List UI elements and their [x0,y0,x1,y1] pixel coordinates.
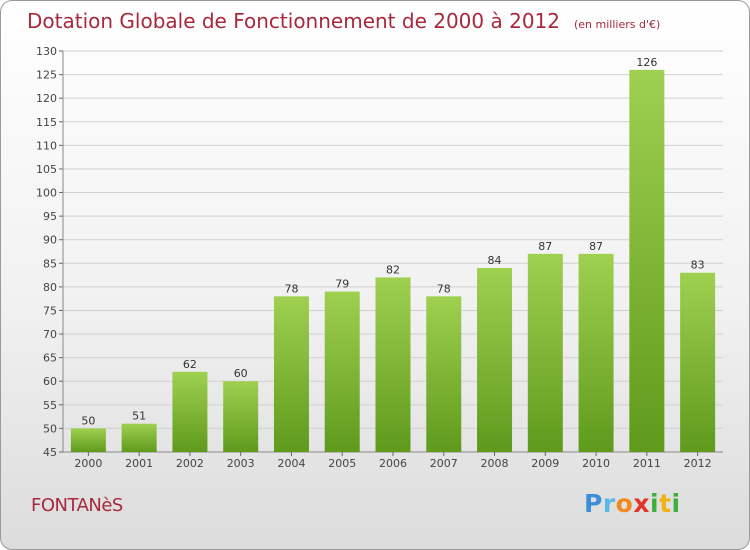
logo-letter: x [633,489,650,518]
data-label: 82 [386,263,400,276]
logo-letter: i [671,489,681,518]
bar [324,291,360,452]
y-tick-label: 70 [43,328,57,341]
chart-title: Dotation Globale de Fonctionnement de 20… [27,9,660,33]
bar [629,69,665,452]
data-label: 79 [335,278,349,291]
y-tick-label: 105 [36,163,57,176]
y-tick-label: 65 [43,352,57,365]
y-tick-label: 75 [43,304,57,317]
y-tick-label: 110 [36,139,57,152]
proxiti-logo: P r o x i t i [584,489,681,518]
chart-subtitle: (en milliers d'€) [574,18,661,31]
bar [477,268,513,452]
y-tick-label: 115 [36,116,57,129]
x-tick-label: 2004 [277,457,305,470]
x-tick-label: 2001 [125,457,153,470]
x-tick-label: 2012 [684,457,712,470]
y-tick-label: 90 [43,234,57,247]
data-label: 126 [636,56,657,69]
y-tick-label: 50 [43,422,57,435]
commune-name: FONTANèS [31,495,123,516]
y-tick-label: 80 [43,281,57,294]
bar [578,253,614,452]
data-label: 62 [183,358,197,371]
x-tick-label: 2003 [227,457,255,470]
y-tick-label: 85 [43,257,57,270]
x-tick-label: 2000 [74,457,102,470]
x-tick-label: 2007 [430,457,458,470]
y-tick-label: 100 [36,187,57,200]
bar [223,381,259,452]
data-label: 83 [691,259,705,272]
bar [172,371,208,452]
data-label: 84 [488,254,502,267]
x-tick-label: 2002 [176,457,204,470]
x-tick-label: 2005 [328,457,356,470]
data-label: 87 [538,240,552,253]
bar [426,296,462,452]
bar [527,253,563,452]
logo-letter: P [584,489,603,518]
bar [680,272,716,452]
bar-chart: 45 50 55 60 65 70 75 80 85 90 95 100 105 110 115 120 125… [36,45,723,470]
logo-letter: t [659,489,672,518]
x-tick-label: 2006 [379,457,407,470]
y-tick-label: 95 [43,210,57,223]
data-label: 51 [132,410,146,423]
x-axis: 2000 2001 2002 2003 2004 2005 2006 2007 2008 2009… [74,452,712,470]
data-label: 78 [284,282,298,295]
bar [375,277,411,452]
value-labels: 50 51 62 60 78 79 82 78 84 87 87 126 83 [81,56,704,428]
y-tick-label: 120 [36,92,57,105]
bar [273,296,309,452]
bars [70,69,716,452]
x-tick-label: 2011 [633,457,661,470]
x-tick-label: 2009 [531,457,559,470]
bar [121,423,157,452]
y-tick-label: 45 [43,446,57,459]
x-tick-label: 2008 [481,457,509,470]
x-tick-label: 2010 [582,457,610,470]
logo-letter: r [602,489,616,518]
data-label: 87 [589,240,603,253]
data-label: 50 [81,414,95,427]
chart-title-text: Dotation Globale de Fonctionnement de 20… [27,9,560,33]
bar [70,428,106,452]
data-label: 78 [437,282,451,295]
y-tick-label: 130 [36,45,57,58]
y-tick-label: 55 [43,399,57,412]
y-tick-label: 125 [36,69,57,82]
data-label: 60 [234,367,248,380]
logo-letter: o [615,489,634,518]
logo-letter: i [650,489,660,518]
y-tick-label: 60 [43,375,57,388]
